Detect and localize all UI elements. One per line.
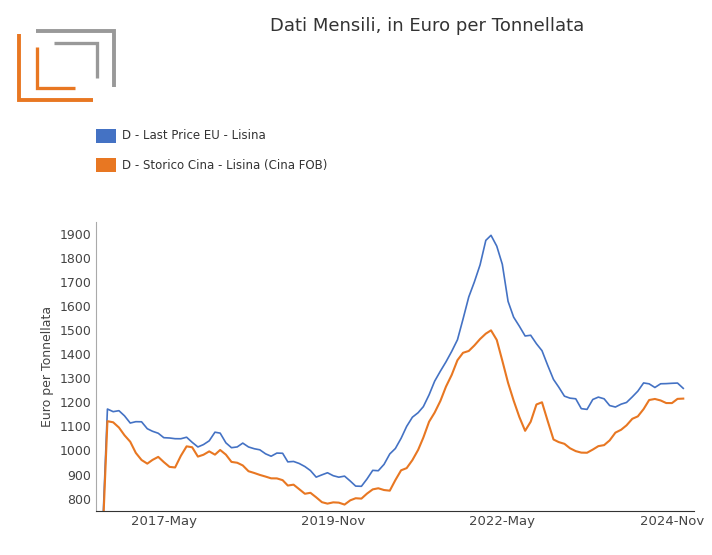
Line: D - Last Price EU - Lisina: D - Last Price EU - Lisina [102, 235, 684, 548]
Text: Dati Mensili, in Euro per Tonnellata: Dati Mensili, in Euro per Tonnellata [270, 17, 585, 34]
Text: D - Storico Cina - Lisina (Cina FOB): D - Storico Cina - Lisina (Cina FOB) [122, 159, 327, 172]
Text: D - Last Price EU - Lisina: D - Last Price EU - Lisina [122, 129, 266, 143]
Y-axis label: Euro per Tonnellata: Euro per Tonnellata [41, 306, 54, 427]
Line: D - Storico Cina - Lisina (Cina FOB): D - Storico Cina - Lisina (Cina FOB) [102, 330, 684, 555]
